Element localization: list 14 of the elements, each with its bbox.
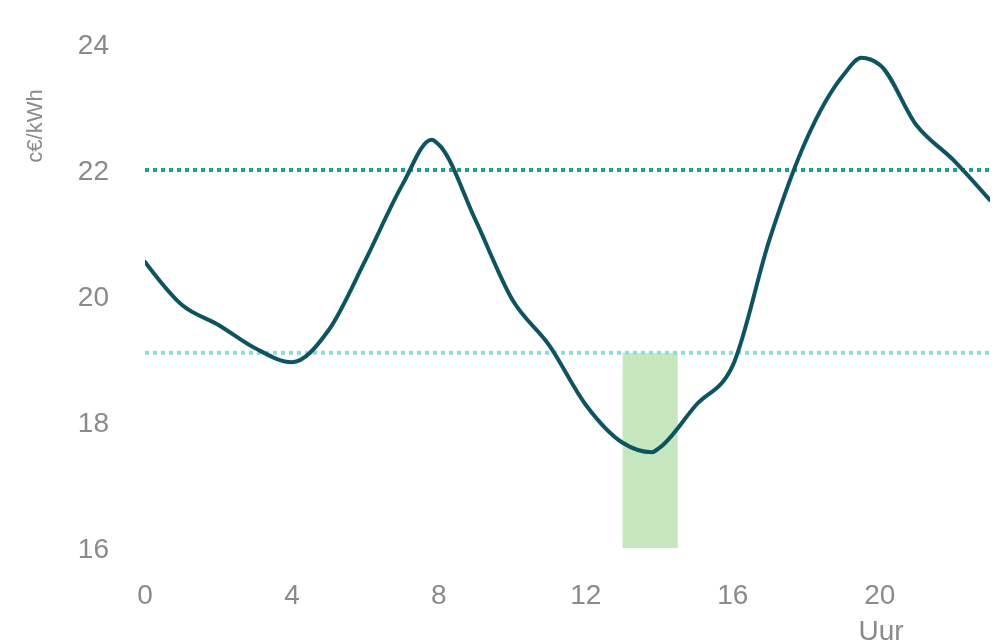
x-axis-title: Uur bbox=[858, 615, 904, 644]
y-tick-label: 16 bbox=[77, 532, 109, 564]
y-axis-title: c€/kWh bbox=[22, 89, 47, 163]
x-tick-label: 16 bbox=[717, 578, 749, 610]
y-tick-label: 18 bbox=[77, 406, 109, 438]
x-tick-label: 8 bbox=[431, 578, 447, 610]
x-tick-label: 12 bbox=[570, 578, 602, 610]
x-tick-label: 20 bbox=[864, 578, 896, 610]
y-tick-label: 22 bbox=[77, 154, 109, 186]
x-tick-label: 4 bbox=[284, 578, 300, 610]
y-tick-label: 20 bbox=[77, 280, 109, 312]
line-series bbox=[145, 55, 990, 455]
y-tick-label: 24 bbox=[77, 28, 109, 60]
x-tick-label: 0 bbox=[137, 578, 153, 610]
